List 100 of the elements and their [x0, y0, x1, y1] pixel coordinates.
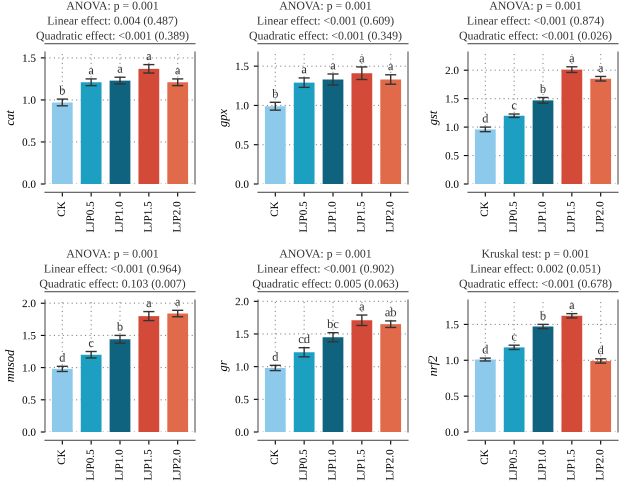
data-label: a	[570, 56, 574, 62]
chart-title: Kruskal test: p = 0.001	[482, 249, 589, 260]
y-axis-title: mnsod	[5, 350, 14, 382]
x-tick-label: LJP1.5	[144, 202, 152, 232]
bar	[80, 354, 102, 432]
data-label: b	[59, 86, 65, 95]
y-tick-label: 0.5	[446, 152, 459, 160]
text: Quadratic effect: 0.103 (0.007)	[40, 279, 186, 290]
x-tick-label: LJP0.5	[86, 450, 94, 480]
y-tick-label: 0.0	[22, 428, 36, 436]
y-tick-label: 0.5	[236, 396, 249, 404]
data-label: a	[302, 67, 307, 74]
data-label: cd	[298, 334, 310, 344]
data-label: a	[360, 56, 364, 62]
y-axis-title: gst	[430, 110, 440, 126]
x-tick-label: LJP0.5	[299, 202, 307, 232]
bar	[561, 316, 582, 432]
y-tick-label: 1.0	[446, 356, 459, 364]
chart-title: ANOVA: p = 0.001	[489, 2, 581, 12]
x-tick-label: CK	[480, 201, 488, 216]
y-tick-label: 1.0	[23, 96, 36, 104]
y-tick-label: 1.0	[236, 363, 249, 371]
bar	[264, 368, 286, 432]
x-tick-label: LJP2.0	[596, 450, 604, 480]
y-tick-label: 1.5	[23, 54, 36, 62]
bar	[294, 352, 315, 432]
x-tick-label: LJP2.0	[386, 202, 394, 232]
x-tick-label: LJP1.5	[144, 450, 152, 480]
bar	[52, 368, 73, 432]
y-tick-label: 1.0	[236, 102, 249, 110]
y-tick-label: 2.0	[236, 298, 249, 306]
chart-subtitle: Linear effect: <0.001 (0.902)	[257, 264, 394, 275]
data-label: bc	[327, 319, 339, 328]
data-label: d	[598, 346, 604, 354]
data-label: a	[360, 304, 364, 311]
y-tick-label: 2.0	[446, 66, 459, 74]
bar	[138, 68, 160, 184]
y-tick-label: 0.0	[446, 428, 459, 436]
chart-title: ANOVA: p = 0.001	[279, 2, 371, 12]
bar	[504, 347, 525, 432]
x-tick-label: CK	[270, 449, 278, 464]
x-tick-label: LJP1.5	[567, 202, 575, 232]
bar	[474, 129, 496, 184]
bar	[590, 360, 612, 432]
y-tick-label: 1.0	[446, 124, 459, 132]
bar	[52, 102, 73, 184]
x-tick-label: LJP1.5	[357, 450, 365, 480]
bar	[380, 80, 402, 184]
data-label: d	[272, 352, 278, 361]
data-label: a	[175, 300, 180, 306]
y-tick-label: 1.5	[236, 330, 249, 338]
y-tick-label: 0.0	[236, 428, 249, 436]
data-label: c	[88, 340, 94, 347]
data-label: d	[482, 344, 488, 354]
chart-subtitle: Linear effect: <0.001 (0.874)	[467, 16, 604, 27]
y-tick-label: 1.5	[446, 95, 459, 103]
x-tick-label: CK	[58, 201, 66, 216]
y-tick-label: 0.5	[236, 141, 249, 149]
bar	[351, 73, 372, 184]
bar	[474, 360, 496, 432]
bar	[167, 82, 188, 184]
data-label: d	[60, 353, 66, 362]
y-tick-label: 0.0	[236, 180, 249, 188]
data-label: b	[540, 311, 546, 320]
chart-subtitle: Linear effect: 0.002 (0.051)	[470, 264, 600, 275]
x-tick-label: LJP0.5	[509, 202, 517, 232]
chart-subtitle: Linear effect: <0.001 (0.609)	[257, 16, 394, 27]
data-label: c	[512, 334, 517, 341]
bar	[80, 82, 102, 184]
y-tick-label: 0.0	[22, 180, 36, 188]
y-axis-title: cat	[6, 110, 14, 126]
data-label: a	[388, 64, 394, 70]
chart-subtitle: Linear effect: <0.001 (0.964)	[44, 264, 181, 275]
y-tick-label: 0.0	[446, 180, 459, 188]
data-label: b	[272, 88, 278, 98]
data-label: b	[116, 322, 123, 331]
x-tick-label: LJP1.0	[115, 202, 123, 232]
x-tick-label: CK	[480, 449, 488, 464]
bar	[561, 70, 582, 184]
data-label: a	[88, 68, 94, 74]
data-label: c	[512, 103, 517, 110]
y-tick-label: 1.5	[236, 62, 249, 70]
text: Quadratic effect: <0.001 (0.389)	[36, 31, 188, 42]
data-label: b	[540, 84, 546, 93]
bar	[532, 326, 554, 432]
data-label: ab	[385, 308, 396, 316]
x-tick-label: LJP2.0	[172, 202, 181, 232]
data-label: a	[598, 66, 604, 72]
y-tick-label: 2.0	[22, 300, 36, 308]
bar	[294, 82, 315, 184]
y-tick-label: 1.0	[23, 364, 36, 372]
text: Quadratic effect: <0.001 (0.349)	[249, 31, 402, 42]
bar	[590, 78, 612, 184]
y-axis-title: nrf2	[428, 356, 440, 376]
data-label: a	[118, 66, 123, 73]
chart-title: ANOVA: p = 0.001	[66, 250, 158, 260]
x-tick-label: LJP1.0	[328, 450, 336, 480]
x-tick-label: LJP2.0	[386, 450, 394, 480]
bar	[380, 324, 402, 432]
x-tick-label: CK	[270, 201, 278, 216]
